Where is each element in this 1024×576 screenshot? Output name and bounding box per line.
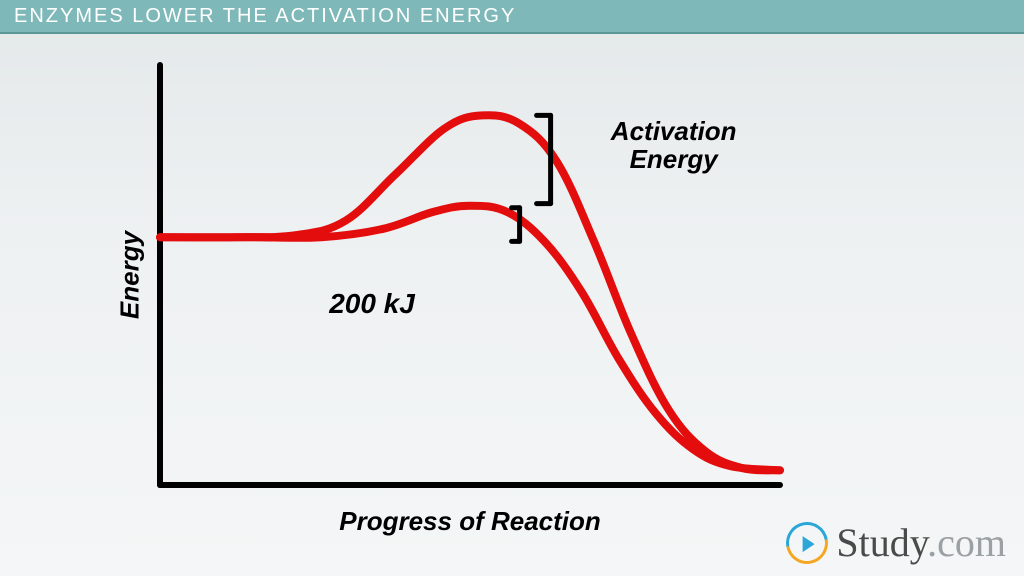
activation-line2: Energy <box>630 144 718 174</box>
title-text: ENZYMES LOWER THE ACTIVATION ENERGY <box>14 5 516 28</box>
energy-value-label: 200 kJ <box>329 288 415 320</box>
activation-line1: Activation <box>611 116 737 146</box>
watermark-text: Study.com <box>836 519 1006 566</box>
x-axis-label: Progress of Reaction <box>339 506 601 537</box>
brand-suffix: .com <box>927 520 1006 565</box>
brand-main: Study <box>836 520 927 565</box>
activation-energy-label: Activation Energy <box>611 117 737 174</box>
play-icon <box>778 513 836 571</box>
y-axis-label: Energy <box>115 231 146 319</box>
title-bar: ENZYMES LOWER THE ACTIVATION ENERGY <box>0 0 1024 34</box>
watermark: Study.com <box>786 519 1006 566</box>
energy-diagram-chart: Energy Progress of Reaction 200 kJ Activ… <box>150 55 790 495</box>
